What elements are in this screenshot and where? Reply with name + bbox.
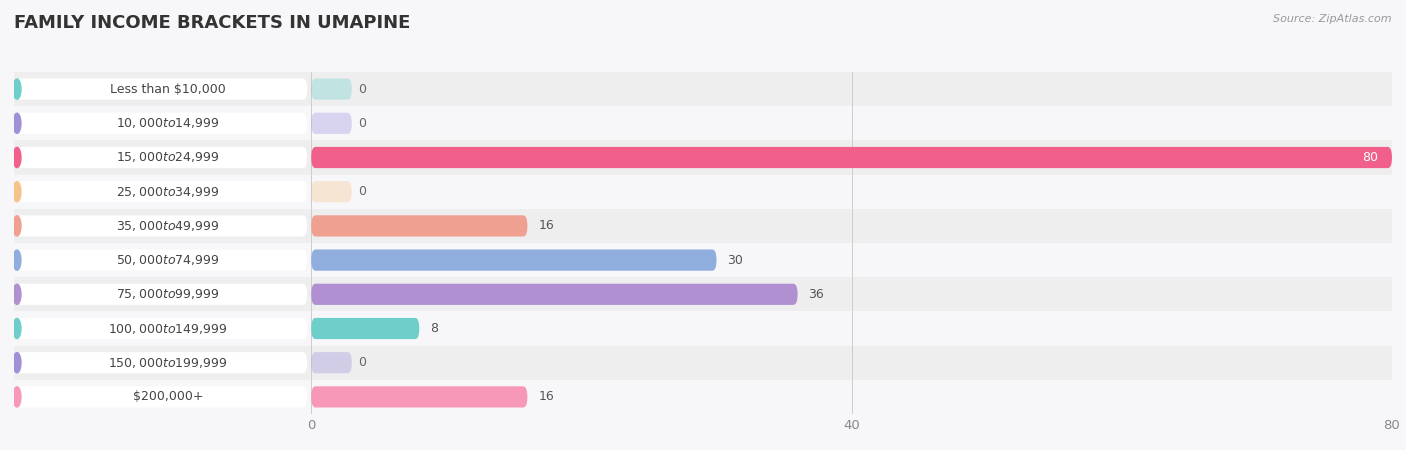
Text: Less than $10,000: Less than $10,000 xyxy=(110,83,226,95)
Text: 8: 8 xyxy=(430,322,439,335)
Text: $75,000 to $99,999: $75,000 to $99,999 xyxy=(117,287,219,302)
FancyBboxPatch shape xyxy=(14,72,1392,106)
FancyBboxPatch shape xyxy=(311,318,419,339)
FancyBboxPatch shape xyxy=(17,181,307,202)
Text: $200,000+: $200,000+ xyxy=(132,391,202,403)
Circle shape xyxy=(13,79,21,99)
FancyBboxPatch shape xyxy=(17,284,307,305)
FancyBboxPatch shape xyxy=(17,318,307,339)
FancyBboxPatch shape xyxy=(311,112,352,134)
Circle shape xyxy=(13,250,21,270)
Text: $150,000 to $199,999: $150,000 to $199,999 xyxy=(108,356,228,370)
Circle shape xyxy=(13,387,21,407)
Text: 36: 36 xyxy=(808,288,824,301)
Text: $35,000 to $49,999: $35,000 to $49,999 xyxy=(117,219,219,233)
FancyBboxPatch shape xyxy=(17,352,307,374)
Circle shape xyxy=(13,353,21,373)
FancyBboxPatch shape xyxy=(14,243,1392,277)
Text: FAMILY INCOME BRACKETS IN UMAPINE: FAMILY INCOME BRACKETS IN UMAPINE xyxy=(14,14,411,32)
FancyBboxPatch shape xyxy=(17,147,307,168)
Text: 16: 16 xyxy=(538,391,554,403)
FancyBboxPatch shape xyxy=(14,277,1392,311)
FancyBboxPatch shape xyxy=(311,386,527,408)
Text: 0: 0 xyxy=(359,117,367,130)
Text: 0: 0 xyxy=(359,83,367,95)
FancyBboxPatch shape xyxy=(17,249,307,271)
Text: 80: 80 xyxy=(1362,151,1378,164)
FancyBboxPatch shape xyxy=(14,380,1392,414)
FancyBboxPatch shape xyxy=(14,209,1392,243)
FancyBboxPatch shape xyxy=(17,386,307,408)
Circle shape xyxy=(13,319,21,338)
Circle shape xyxy=(13,284,21,304)
FancyBboxPatch shape xyxy=(311,78,352,100)
Text: 0: 0 xyxy=(359,356,367,369)
FancyBboxPatch shape xyxy=(311,249,717,271)
FancyBboxPatch shape xyxy=(17,215,307,237)
FancyBboxPatch shape xyxy=(14,140,1392,175)
FancyBboxPatch shape xyxy=(311,215,527,237)
Circle shape xyxy=(13,216,21,236)
Text: Source: ZipAtlas.com: Source: ZipAtlas.com xyxy=(1274,14,1392,23)
Text: 16: 16 xyxy=(538,220,554,232)
Text: $100,000 to $149,999: $100,000 to $149,999 xyxy=(108,321,228,336)
FancyBboxPatch shape xyxy=(311,284,797,305)
FancyBboxPatch shape xyxy=(311,352,352,374)
FancyBboxPatch shape xyxy=(14,346,1392,380)
FancyBboxPatch shape xyxy=(14,311,1392,346)
Text: $25,000 to $34,999: $25,000 to $34,999 xyxy=(117,184,219,199)
FancyBboxPatch shape xyxy=(14,175,1392,209)
Text: $50,000 to $74,999: $50,000 to $74,999 xyxy=(117,253,219,267)
FancyBboxPatch shape xyxy=(311,181,352,202)
FancyBboxPatch shape xyxy=(14,106,1392,140)
Circle shape xyxy=(13,182,21,202)
Text: 30: 30 xyxy=(727,254,744,266)
Circle shape xyxy=(13,148,21,167)
FancyBboxPatch shape xyxy=(17,78,307,100)
Text: $10,000 to $14,999: $10,000 to $14,999 xyxy=(117,116,219,130)
Text: 0: 0 xyxy=(359,185,367,198)
FancyBboxPatch shape xyxy=(17,112,307,134)
Circle shape xyxy=(13,113,21,133)
FancyBboxPatch shape xyxy=(311,147,1392,168)
Text: $15,000 to $24,999: $15,000 to $24,999 xyxy=(117,150,219,165)
